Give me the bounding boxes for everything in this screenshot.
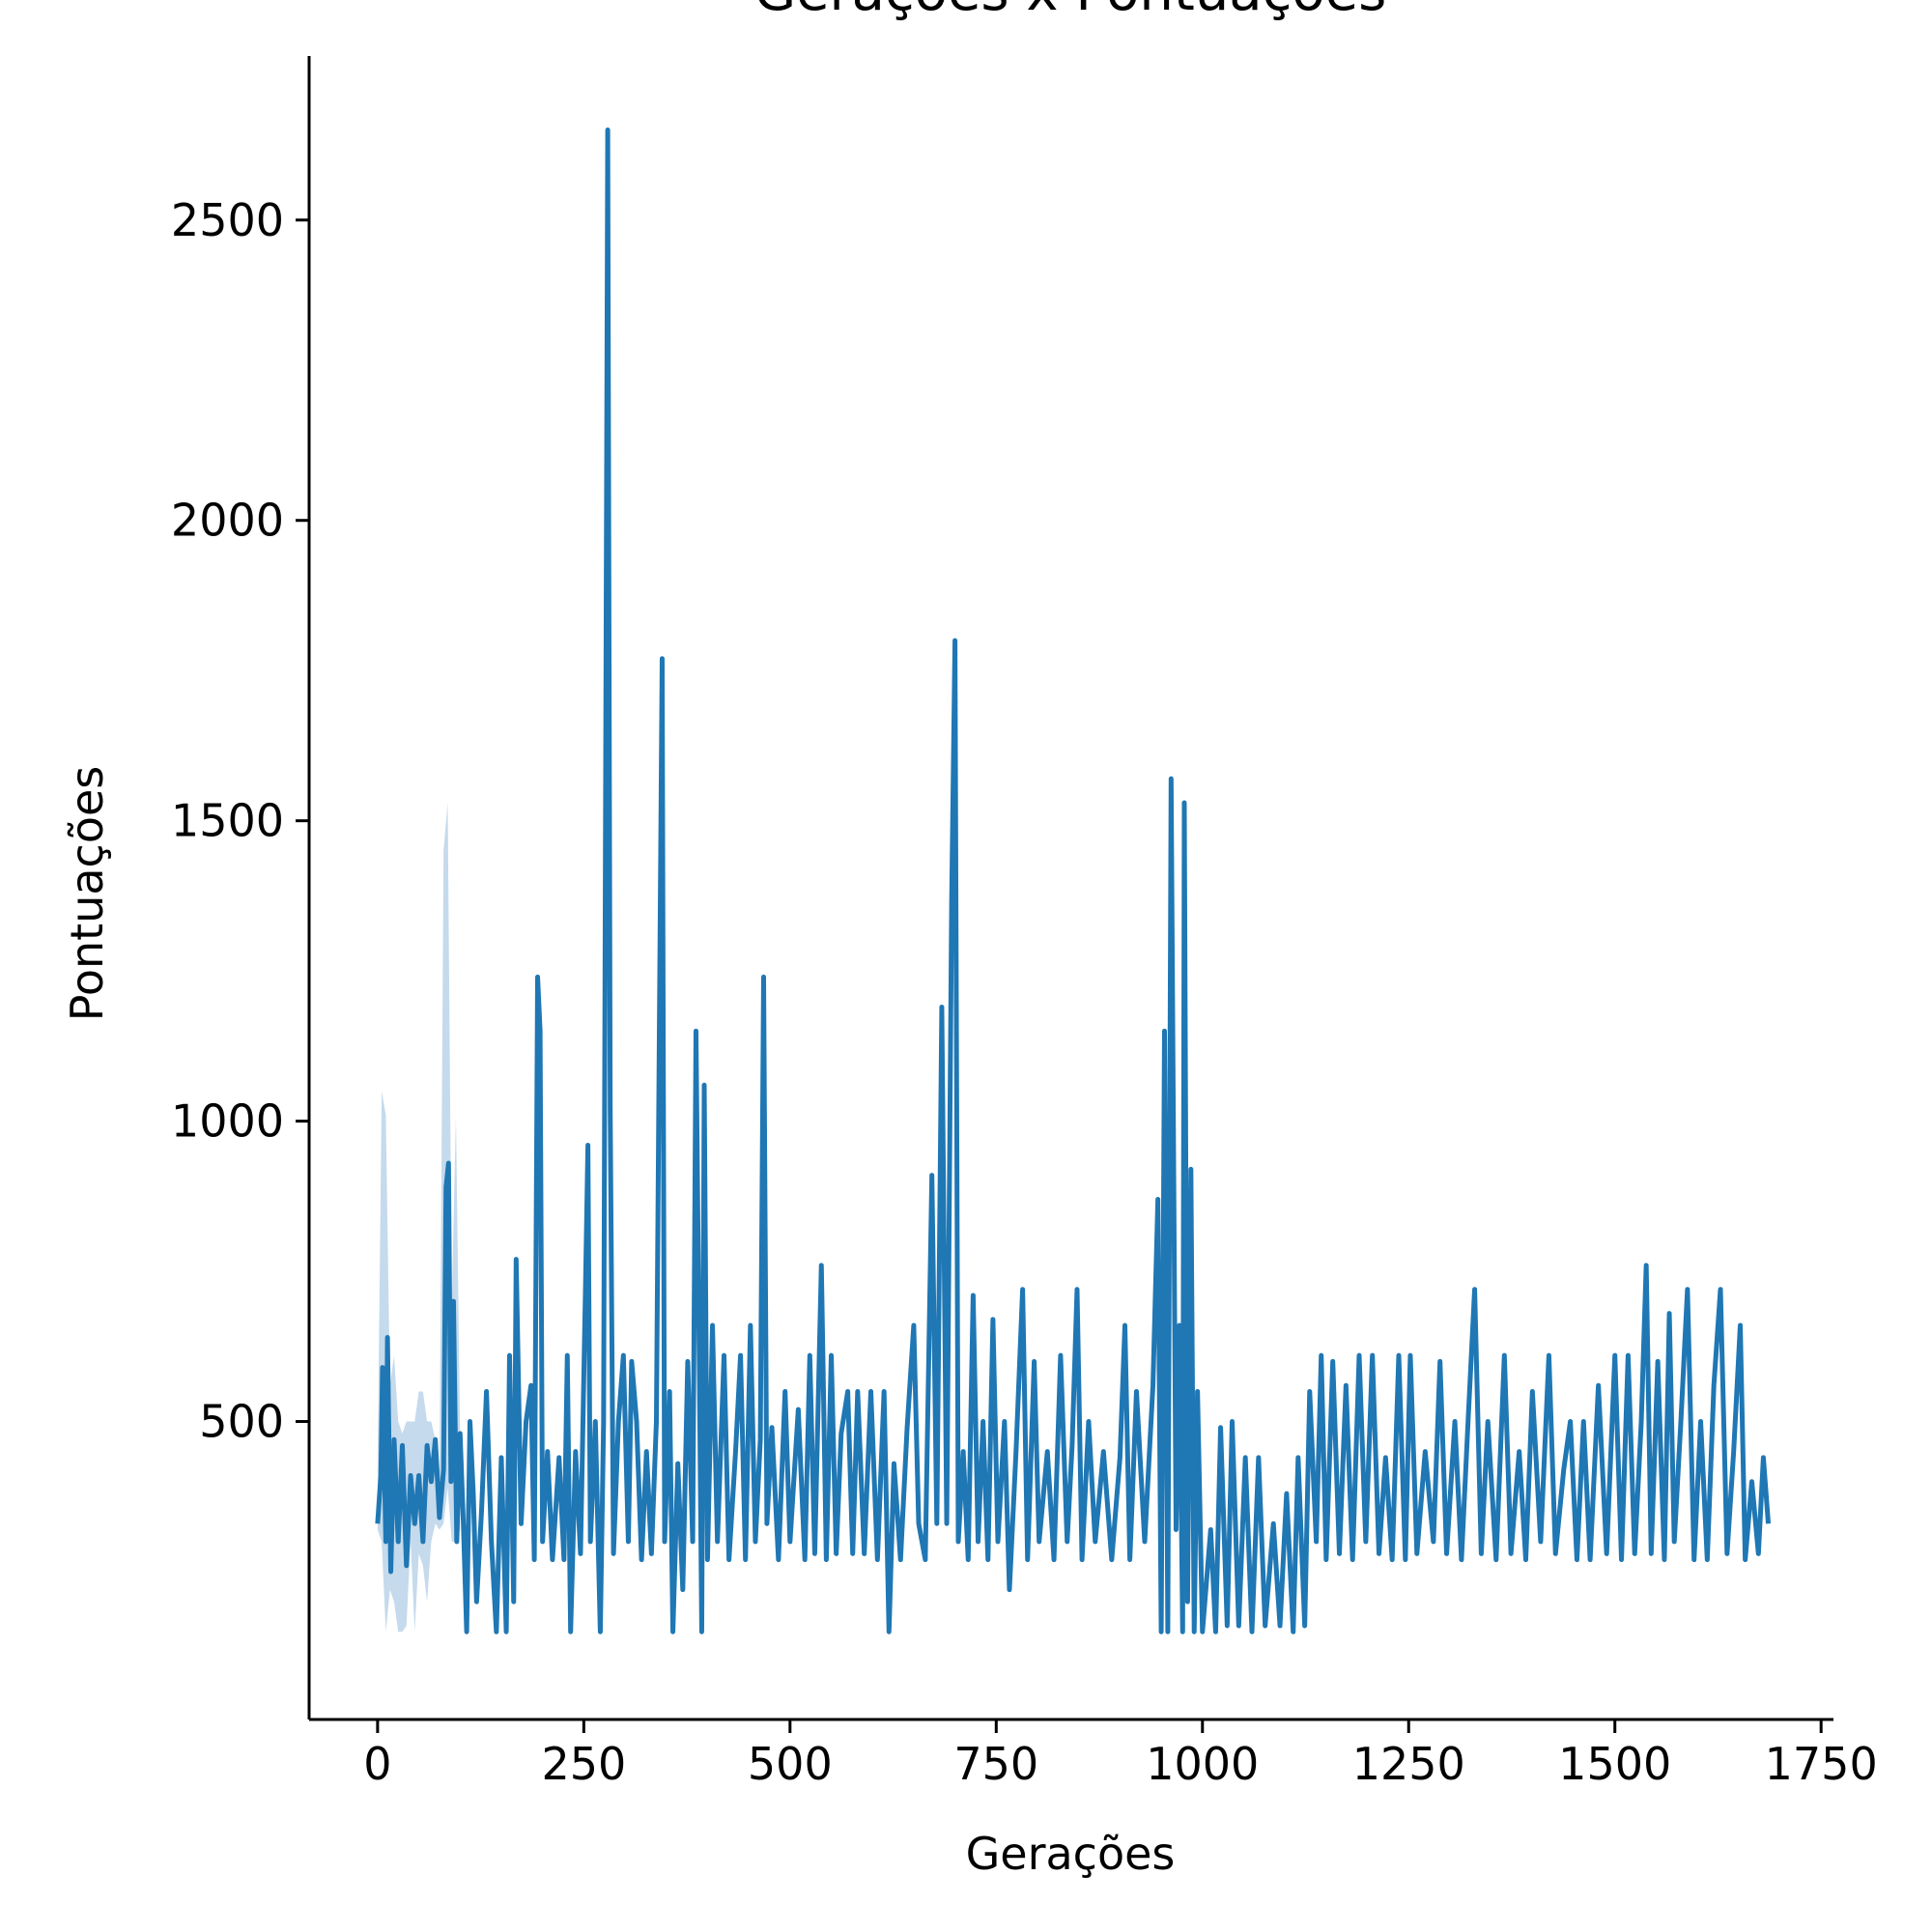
y-tick-label: 500 xyxy=(199,1396,284,1448)
line xyxy=(375,127,1772,1634)
x-tick-label: 1500 xyxy=(1558,1738,1671,1790)
x-tick-label: 0 xyxy=(363,1738,391,1790)
x-tick-label: 1000 xyxy=(1146,1738,1259,1790)
x-tick-label: 1250 xyxy=(1352,1738,1465,1790)
y-tick-label: 2500 xyxy=(171,194,284,246)
y-tick-label: 2000 xyxy=(171,495,284,547)
x-axis-label: Gerações xyxy=(966,1828,1176,1880)
y-tick-label: 1500 xyxy=(171,795,284,847)
chart-title: Gerações x Pontuações xyxy=(754,0,1387,23)
x-tick-label: 500 xyxy=(748,1738,833,1790)
y-tick-label: 1000 xyxy=(171,1095,284,1148)
x-tick-label: 250 xyxy=(541,1738,626,1790)
x-tick-label: 750 xyxy=(953,1738,1038,1790)
y-axis-label: Pontuações xyxy=(61,766,113,1021)
x-tick-label: 1750 xyxy=(1765,1738,1878,1790)
confidence-band xyxy=(377,803,461,1633)
